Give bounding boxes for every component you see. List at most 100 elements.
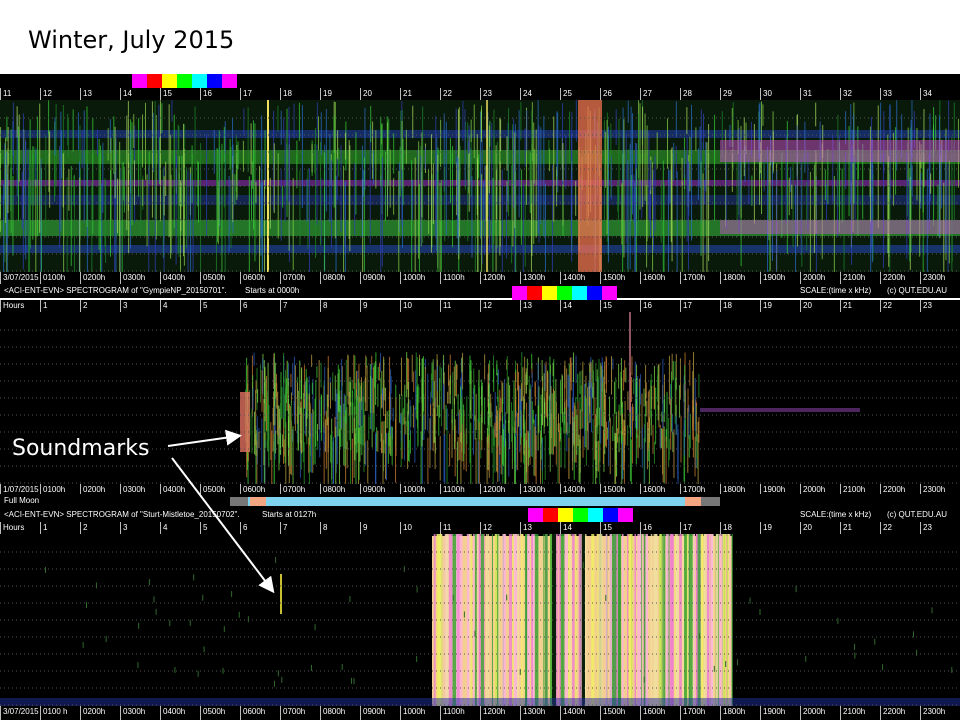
axis-tick: 0600h [240,484,280,496]
color-swatch [192,74,207,88]
axis-tick: 0300h [120,272,160,284]
arrow-to-panel3 [171,457,275,594]
axis-tick: 17 [240,88,280,100]
axis-tick: 2 [80,522,120,534]
axis-tick: 1300h [520,706,560,720]
axis-tick: 29 [720,88,760,100]
axis-tick: 16 [640,522,680,534]
axis-tick: 1000h [400,484,440,496]
axis-tick: 7 [280,522,320,534]
moon-phase-bar: Full Moon [0,494,960,508]
axis-tick: 20 [800,300,840,312]
axis-tick: 22 [880,300,920,312]
panel2-scale: SCALE:(time x kHz) [800,286,872,295]
panel3-time-axis: 3/07/2015 0100 h 0200h 0300h 0400h 0500h 0600h… [0,706,960,720]
axis-tick: 23 [920,300,960,312]
axis-tick: 2 [80,300,120,312]
color-swatch [177,74,192,88]
axis-tick: 6 [240,300,280,312]
panel1-swatch-strip [0,74,960,88]
axis-tick: 10 [400,522,440,534]
arrow-to-panel2 [167,429,242,447]
color-swatch [132,74,147,88]
color-swatch [602,286,617,300]
panel3-hour-axis: Hours 1 2 3 4 5 6 7 8 9 10 11 12 13 14 15 16 17 18 19 20 21 22… [0,522,960,534]
color-swatch [603,508,618,522]
panel2-spectrogram [0,312,960,484]
axis-tick: 27 [640,88,680,100]
axis-tick: 11 [440,522,480,534]
axis-tick: 1300h [520,272,560,284]
axis-tick: 8 [320,300,360,312]
axis-tick: 20 [800,522,840,534]
axis-tick: 16 [640,300,680,312]
slide-title: Winter, July 2015 [28,26,235,54]
axis-tick: 14 [120,88,160,100]
axis-tick: 1000h [400,272,440,284]
axis-tick: Hours [0,300,40,312]
axis-tick: 1800h [720,484,760,496]
axis-tick: 0100 h [40,706,80,720]
color-legend-bottom [528,508,633,522]
axis-tick: 1700h [680,272,720,284]
color-swatch [558,508,573,522]
color-swatch [587,286,602,300]
axis-tick: 24 [520,88,560,100]
axis-tick: 1700h [680,706,720,720]
axis-tick: 26 [600,88,640,100]
panel2-copyright: (c) QUT.EDU.AU [887,286,947,295]
axis-tick: 19 [760,300,800,312]
axis-tick: 1100h [440,706,480,720]
axis-tick: 3/07/2015 [0,706,40,720]
color-swatch [618,508,633,522]
panel3-copyright: (c) QUT.EDU.AU [887,510,947,519]
axis-tick: 21 [400,88,440,100]
axis-tick: 1400h [560,272,600,284]
axis-tick: 3/07/2015 [0,272,40,284]
axis-tick: 18 [720,300,760,312]
axis-tick: 7 [280,300,320,312]
axis-tick: 28 [680,88,720,100]
axis-tick: 2100h [840,484,880,496]
axis-tick: 1200h [480,484,520,496]
axis-tick: 6 [240,522,280,534]
axis-tick: 1800h [720,706,760,720]
axis-tick: 3 [120,522,160,534]
color-legend [132,74,237,88]
axis-tick: 0700h [280,706,320,720]
axis-tick: 0800h [320,706,360,720]
axis-tick: 9 [360,300,400,312]
axis-tick: 0800h [320,484,360,496]
color-swatch [222,74,237,88]
axis-tick: 1300h [520,484,560,496]
axis-tick: 2300h [920,706,960,720]
axis-tick: 9 [360,522,400,534]
moon-track-start [230,497,248,506]
axis-tick: 25 [560,88,600,100]
panel2-hour-axis: Hours 1 2 3 4 5 6 7 8 9 10 11 12 13 14 15 16 17 18 19 20 21 22… [0,300,960,312]
panel3-scale: SCALE:(time x kHz) [800,510,872,519]
axis-tick: 10 [400,300,440,312]
axis-tick: 5 [200,522,240,534]
axis-tick: 2300h [920,272,960,284]
axis-tick: 12 [40,88,80,100]
axis-tick: 32 [840,88,880,100]
axis-tick: 30 [760,88,800,100]
axis-tick: 1500h [600,272,640,284]
moon-marker [250,497,266,506]
axis-tick: 0200h [80,484,120,496]
axis-tick: 1 [40,300,80,312]
panel3-title: <ACI-ENT-EVN> SPECTROGRAM of "Sturt-Mist… [4,510,240,519]
axis-tick: 0900h [360,484,400,496]
moon-marker [685,497,701,506]
axis-tick: 2200h [880,272,920,284]
axis-tick: 1700h [680,484,720,496]
axis-tick: 1600h [640,706,680,720]
spectrogram-canvas [0,312,960,484]
axis-tick: 21 [840,300,880,312]
axis-tick: 1100h [440,272,480,284]
panel1-time-axis: 3/07/2015 0100h 0200h 0300h 0400h 0500h 0600h 0… [0,272,960,284]
color-swatch [147,74,162,88]
axis-tick: 17 [680,522,720,534]
